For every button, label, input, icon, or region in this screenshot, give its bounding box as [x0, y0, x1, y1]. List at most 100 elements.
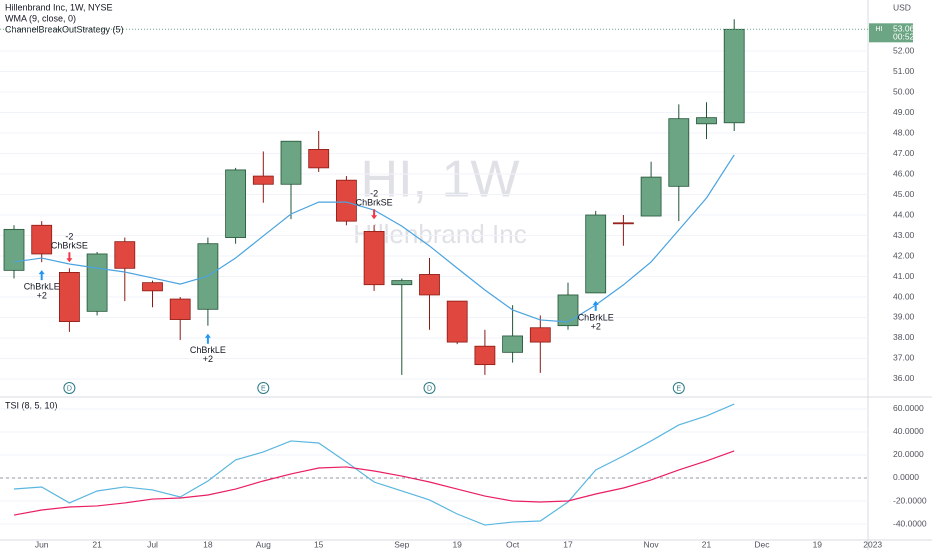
y-tick-label: 39.00: [893, 312, 915, 322]
long-arrow: [592, 300, 599, 311]
y-tick-label: 38.00: [893, 332, 915, 342]
x-tick-label: Sep: [394, 539, 409, 549]
signal-qty: +2: [37, 291, 47, 301]
candle-body: [280, 140, 302, 185]
candle-body: [3, 228, 25, 271]
candle-body: [169, 298, 191, 320]
candle-body: [225, 169, 247, 238]
y-tick-label: 47.00: [893, 148, 915, 158]
candle-body: [696, 117, 717, 125]
x-tick-label: 19: [452, 539, 462, 549]
indicator-label: ChannelBreakOutStrategy (5): [5, 24, 124, 34]
signal-label: ChBrkSE: [356, 198, 393, 208]
candle-body: [502, 335, 524, 353]
signal-qty: -2: [370, 189, 378, 199]
x-tick-label: Jun: [35, 539, 49, 549]
short-arrow: [371, 209, 378, 220]
signal-qty: +2: [591, 321, 601, 331]
candle-body: [723, 28, 745, 124]
event-marker: [423, 382, 436, 394]
candle-body: [529, 327, 551, 343]
candle-body: [59, 272, 80, 322]
x-tick-label: 21: [92, 539, 102, 549]
x-tick-label: 17: [563, 539, 573, 549]
candle-body: [585, 214, 607, 294]
x-tick-label: 15: [314, 539, 324, 549]
y-tick-label: 51.00: [893, 66, 915, 76]
y-tick-label: 45.00: [893, 189, 915, 199]
candle-body: [613, 222, 634, 225]
signal-label: ChBrkSE: [51, 241, 88, 251]
signal-label: ChBrkLE: [190, 345, 226, 355]
candle-body: [363, 231, 385, 286]
event-marker: [672, 382, 685, 394]
long-arrow: [38, 270, 45, 281]
signal-label: ChBrkLE: [24, 282, 60, 292]
y-tick-label: 50.00: [893, 86, 915, 96]
y-tick-label: 0.0000: [893, 472, 919, 482]
x-tick-label: 2023: [863, 539, 882, 549]
x-tick-label: 18: [203, 539, 213, 549]
short-arrow: [66, 252, 73, 263]
ticker-label: HI: [876, 26, 883, 33]
signal-label: ChBrkLE: [578, 312, 614, 322]
x-tick-label: 21: [702, 539, 712, 549]
candle-body: [308, 149, 330, 169]
y-tick-label: 40.00: [893, 291, 915, 301]
pane-title: TSI (8, 5, 10): [5, 400, 58, 410]
candle-body: [446, 300, 468, 343]
event-label: E: [261, 385, 266, 392]
ticker-tag: [872, 24, 886, 35]
x-tick-label: 19: [813, 539, 823, 549]
chart-title: Hillenbrand Inc, 1W, NYSE: [5, 2, 113, 12]
indicator-label: WMA (9, close, 0): [5, 13, 76, 23]
event-marker: [63, 382, 76, 394]
x-tick-label: Dec: [754, 539, 770, 549]
candle-body: [668, 118, 690, 187]
countdown-label: 00:52: [893, 32, 915, 42]
event-label: E: [676, 385, 681, 392]
event-label: D: [67, 385, 72, 392]
candle-body: [557, 294, 579, 327]
line-series: [13, 403, 735, 526]
long-arrow: [204, 333, 211, 344]
currency-label: USD: [893, 2, 911, 12]
candle-body: [419, 274, 440, 296]
x-tick-label: Oct: [506, 539, 520, 549]
candle-body: [252, 175, 274, 185]
line-series: [13, 450, 735, 516]
candle-body: [114, 241, 136, 269]
signal-qty: -2: [65, 232, 73, 242]
candle-body: [640, 176, 662, 217]
signal-qty: +2: [203, 354, 213, 364]
x-tick-label: Jul: [147, 539, 158, 549]
y-tick-label: 44.00: [893, 209, 915, 219]
watermark-symbol: HI, 1W: [361, 151, 520, 209]
y-tick-label: 49.00: [893, 107, 915, 117]
x-tick-label: Nov: [644, 539, 660, 549]
y-tick-label: 52.00: [893, 45, 915, 55]
y-tick-label: 37.00: [893, 353, 915, 363]
x-tick-label: Aug: [256, 539, 271, 549]
y-tick-label: 48.00: [893, 127, 915, 137]
y-tick-label: 46.00: [893, 168, 915, 178]
candle-body: [86, 253, 108, 312]
y-tick-label: 20.0000: [893, 449, 924, 459]
candle-body: [142, 282, 163, 292]
candle-body: [474, 345, 496, 366]
y-tick-label: 41.00: [893, 271, 915, 281]
y-tick-label: 42.00: [893, 250, 915, 260]
y-tick-label: 43.00: [893, 230, 915, 240]
candle-body: [335, 179, 357, 222]
candle-body: [31, 224, 53, 255]
event-label: D: [427, 385, 432, 392]
y-tick-label: 36.00: [893, 373, 915, 383]
y-tick-label: -40.0000: [893, 518, 927, 528]
event-marker: [257, 382, 270, 394]
last-price-label: 53.06: [893, 24, 915, 34]
candle-body: [391, 280, 413, 286]
y-tick-label: -20.0000: [893, 495, 927, 505]
y-tick-label: 60.0000: [893, 403, 924, 413]
y-tick-label: 40.0000: [893, 426, 924, 436]
